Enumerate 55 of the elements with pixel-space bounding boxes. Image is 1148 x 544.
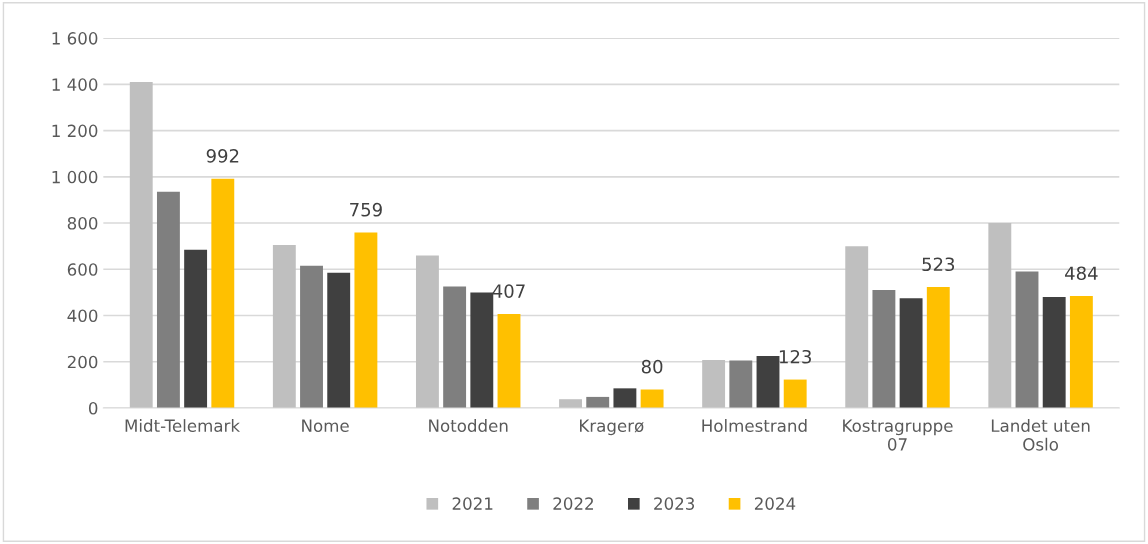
bar — [470, 292, 494, 408]
x-tick-label: Landet uten Oslo — [991, 419, 1090, 451]
data-label: 484 — [1065, 266, 1098, 281]
legend-label: 2023 — [654, 497, 695, 510]
bar — [327, 272, 351, 408]
bar — [1042, 297, 1066, 408]
data-label: 523 — [922, 257, 955, 272]
y-tick-label: 1 200 — [52, 124, 98, 138]
bar — [613, 388, 637, 408]
bar — [845, 246, 869, 408]
y-tick-label: 1 600 — [52, 32, 98, 45]
bar — [1015, 271, 1039, 408]
data-label: 407 — [492, 284, 525, 298]
bar — [729, 360, 753, 408]
bar — [300, 265, 323, 408]
y-tick-label: 400 — [67, 309, 98, 323]
bar — [443, 286, 467, 408]
bar — [586, 396, 610, 408]
x-tick-label: Kragerø — [580, 419, 644, 436]
bar — [415, 255, 439, 408]
legend-label: 2022 — [553, 497, 593, 510]
bar — [156, 191, 180, 408]
legend-label: 2024 — [754, 497, 796, 510]
bar — [640, 389, 664, 408]
bar — [354, 232, 378, 408]
bar — [272, 245, 296, 408]
bar — [988, 223, 1012, 408]
bar — [756, 355, 780, 408]
bar — [211, 178, 235, 408]
bar — [702, 359, 726, 408]
bar — [497, 313, 521, 408]
bar — [1069, 296, 1093, 408]
data-label: 80 — [641, 359, 663, 374]
y-tick-label: 600 — [67, 263, 98, 276]
data-label: 759 — [350, 202, 382, 217]
y-tick-label: 1 400 — [52, 78, 98, 91]
legend-label: 2021 — [452, 497, 493, 510]
data-label: 123 — [779, 349, 811, 364]
bar — [184, 249, 208, 408]
x-tick-label: Notodden — [429, 419, 508, 433]
x-tick-label: Holmestrand — [702, 419, 807, 433]
bar — [783, 379, 807, 408]
x-tick-label: Nome — [302, 419, 349, 433]
x-tick-label: Kostragruppe 07 — [843, 419, 953, 451]
bar — [129, 82, 153, 408]
y-tick-label: 200 — [67, 355, 98, 369]
bar — [872, 290, 896, 408]
y-tick-label: 1 000 — [52, 170, 98, 184]
bar — [559, 399, 582, 408]
bar — [926, 287, 950, 408]
bar — [899, 298, 923, 408]
y-tick-label: 800 — [67, 217, 98, 230]
x-tick-label: Midt-Telemark — [125, 419, 240, 433]
y-tick-label: 0 — [88, 401, 98, 415]
data-label: 992 — [206, 148, 239, 163]
